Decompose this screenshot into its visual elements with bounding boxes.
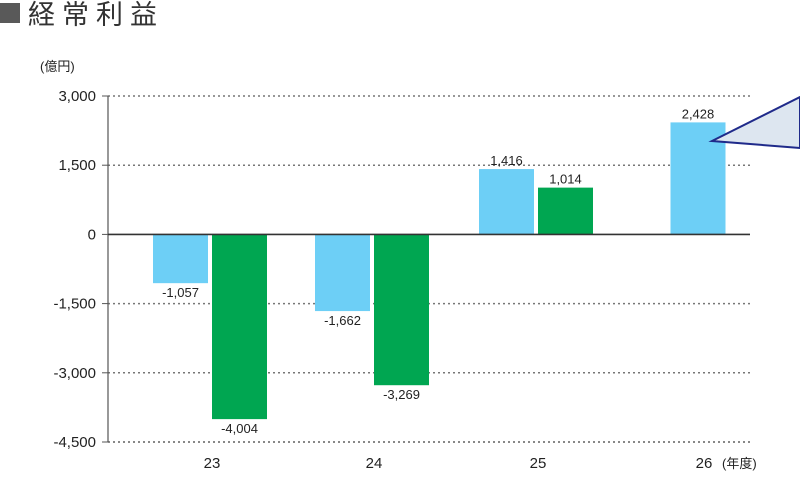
x-tick-label-24: 24 (366, 455, 383, 472)
axes: 3,000 1,500 0 -1,500 -3,000 -4,500 (億円) 23 24 25 2… (40, 59, 757, 472)
y-tick-label: -3,000 (53, 365, 96, 382)
bar-series2-23 (212, 234, 267, 420)
x-tick-label-26: 26 (696, 455, 713, 472)
callout-arrow (708, 95, 800, 150)
chart-title: 経常利益 (0, 0, 164, 31)
value-label: -1,662 (324, 313, 361, 328)
chart-title-text: 経常利益 (28, 0, 164, 31)
y-tick-label: 0 (88, 226, 96, 243)
y-unit-label: (億円) (40, 59, 75, 74)
bar-series2-24 (374, 234, 429, 386)
bars (153, 122, 726, 420)
bar-series2-25 (538, 187, 593, 235)
y-tick-label: 3,000 (58, 88, 96, 105)
value-label: -4,004 (221, 421, 258, 436)
y-tick-label: 1,500 (58, 157, 96, 174)
grid-lines (108, 95, 750, 443)
y-tick-label: -1,500 (53, 296, 96, 313)
bar-series1-23 (153, 234, 208, 284)
x-tick-label-23: 23 (204, 455, 221, 472)
bar-series1-24 (315, 234, 370, 312)
value-label: 2,428 (682, 106, 715, 121)
y-tick-label: -4,500 (53, 434, 96, 451)
data-labels: -1,057 -1,662 1,416 2,428 -4,004 -3,269 1,014 (162, 106, 714, 436)
value-label: 1,014 (549, 172, 582, 187)
value-label: -3,269 (383, 387, 420, 402)
x-unit-label: (年度) (722, 456, 757, 471)
value-label: -1,057 (162, 285, 199, 300)
x-tick-label-25: 25 (530, 455, 547, 472)
title-square-icon (0, 3, 20, 23)
value-label: 1,416 (490, 153, 523, 168)
bar-series1-25 (479, 169, 534, 235)
